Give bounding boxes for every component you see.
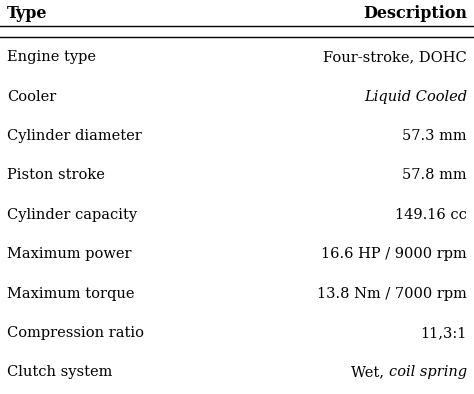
Text: Four-stroke, DOHC: Four-stroke, DOHC [323, 50, 467, 64]
Text: 57.8 mm: 57.8 mm [402, 168, 467, 182]
Text: Maximum power: Maximum power [7, 247, 132, 261]
Text: 11,3:1: 11,3:1 [420, 326, 467, 340]
Text: 57.3 mm: 57.3 mm [402, 129, 467, 143]
Text: 13.8 Nm / 7000 rpm: 13.8 Nm / 7000 rpm [317, 286, 467, 301]
Text: 149.16 cc: 149.16 cc [395, 208, 467, 222]
Text: Engine type: Engine type [7, 50, 96, 64]
Text: Cylinder capacity: Cylinder capacity [7, 208, 137, 222]
Text: 16.6 HP / 9000 rpm: 16.6 HP / 9000 rpm [321, 247, 467, 261]
Text: Wet,: Wet, [351, 365, 389, 379]
Text: Liquid Cooled: Liquid Cooled [364, 89, 467, 104]
Text: Compression ratio: Compression ratio [7, 326, 144, 340]
Text: Piston stroke: Piston stroke [7, 168, 105, 182]
Text: coil spring: coil spring [389, 365, 467, 379]
Text: Type: Type [7, 5, 47, 22]
Text: Description: Description [363, 5, 467, 22]
Text: Cylinder diameter: Cylinder diameter [7, 129, 142, 143]
Text: Maximum torque: Maximum torque [7, 286, 135, 301]
Text: Cooler: Cooler [7, 89, 56, 104]
Text: Clutch system: Clutch system [7, 365, 112, 379]
